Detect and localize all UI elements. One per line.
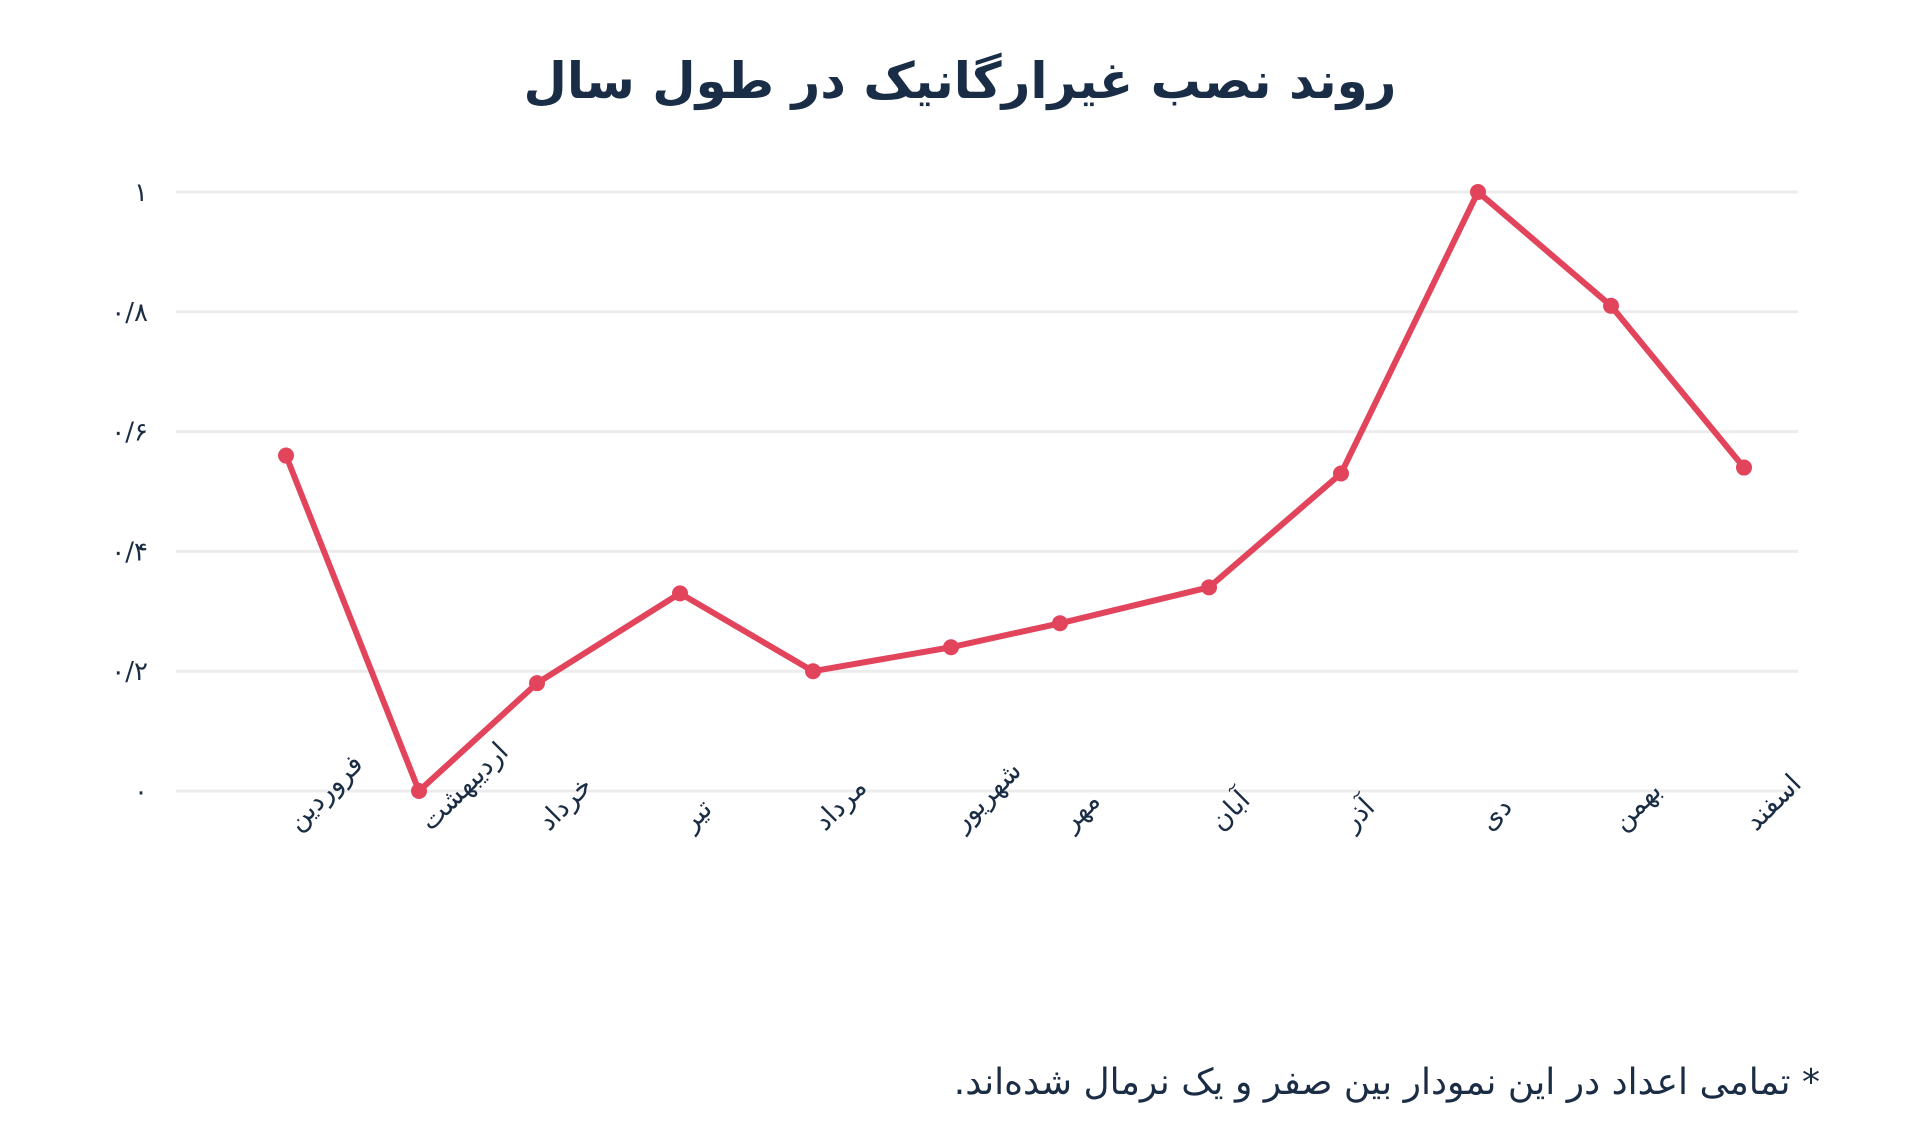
data-point-marker xyxy=(1052,615,1068,632)
data-point-marker xyxy=(1736,459,1752,476)
data-point-marker xyxy=(1333,465,1349,482)
x-tick-label: تیر xyxy=(674,793,719,838)
x-axis-labels: فروردین اردیبهشت خرداد تیر مرداد شهریور مهر آبا… xyxy=(281,736,1808,838)
x-tick-label: اسفند xyxy=(1739,768,1808,837)
x-tick-label: شهریور xyxy=(945,755,1028,838)
data-series xyxy=(278,184,1752,799)
x-tick-label: آذر xyxy=(1334,790,1382,838)
data-point-marker xyxy=(943,639,959,656)
y-tick-label: ۰/۸ xyxy=(111,298,148,328)
data-point-marker xyxy=(411,783,427,799)
gridlines xyxy=(176,190,1798,793)
y-tick-label: ۰/۴ xyxy=(111,537,148,567)
x-tick-label: بهمن xyxy=(1606,775,1668,837)
y-tick-label: ۰ xyxy=(134,777,148,807)
x-tick-label: مهر xyxy=(1054,785,1107,838)
data-point-marker xyxy=(278,447,294,464)
line-chart: ۰۰/۲۰/۴۰/۶۰/۸۱ فروردین اردیبهشت خرداد تیر مر… xyxy=(111,178,1808,838)
data-point-marker xyxy=(805,663,821,680)
normalization-footnote: * تمامی اعداد در این نمودار بین صفر و یک… xyxy=(953,1062,1820,1103)
series-line xyxy=(283,189,1747,794)
y-tick-label: ۱ xyxy=(134,178,148,208)
data-point-marker xyxy=(1470,184,1486,200)
x-tick-label: دی xyxy=(1473,792,1518,837)
y-tick-label: ۰/۲ xyxy=(111,657,148,687)
y-axis-labels: ۰ ۰/۲ ۰/۴ ۰/۶ ۰/۸ ۱ xyxy=(111,178,148,807)
x-tick-label: خرداد xyxy=(532,770,599,837)
data-point-marker xyxy=(1603,297,1619,314)
chart-title: روند نصب غیرارگانیک در طول سال xyxy=(523,52,1397,110)
x-tick-label: فروردین xyxy=(281,749,369,837)
data-point-marker xyxy=(529,675,545,692)
data-point-marker xyxy=(672,585,688,602)
y-tick-label: ۰/۶ xyxy=(111,418,148,448)
data-point-marker xyxy=(1201,579,1217,596)
x-tick-label: مرداد xyxy=(808,772,873,837)
